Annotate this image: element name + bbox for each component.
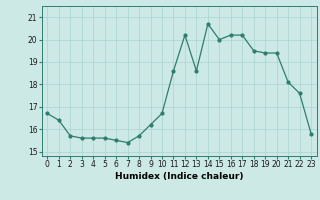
X-axis label: Humidex (Indice chaleur): Humidex (Indice chaleur): [115, 172, 244, 181]
